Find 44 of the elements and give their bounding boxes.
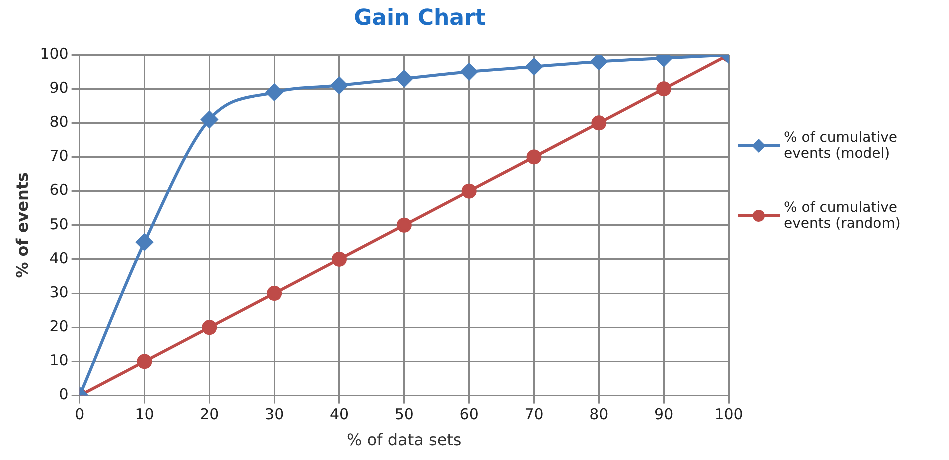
chart-title: Gain Chart: [353, 6, 487, 31]
point: [396, 218, 412, 233]
point: [460, 64, 478, 81]
x-tick-label: 20: [200, 406, 220, 424]
y-tick-label: 30: [50, 283, 69, 302]
y-tick-label: 60: [50, 181, 69, 200]
x-tick-label: 10: [135, 406, 154, 424]
x-axis-title: % of data sets: [347, 430, 462, 450]
x-tick-label: 30: [265, 406, 284, 424]
legend-label: % of cumulative events (model): [784, 130, 899, 162]
y-tick-label: 90: [50, 78, 69, 97]
x-tick-label: 40: [330, 406, 350, 424]
point: [526, 150, 542, 165]
point: [396, 70, 413, 88]
point: [137, 354, 152, 370]
x-tick-label: 70: [524, 406, 544, 424]
point: [656, 82, 672, 97]
point: [462, 184, 477, 199]
legend-label: % of cumulative events (random): [784, 200, 902, 232]
point: [136, 234, 154, 251]
point: [592, 116, 607, 131]
x-tick-label: 50: [394, 406, 414, 424]
x-tick-label: 60: [460, 406, 479, 424]
point: [267, 286, 282, 302]
point: [331, 77, 348, 94]
x-tick-label: 0: [75, 406, 85, 424]
y-tick-label: 20: [50, 318, 69, 336]
point: [201, 111, 218, 128]
point: [590, 55, 608, 70]
x-tick-label: 100: [714, 406, 744, 424]
x-tick-label: 80: [590, 406, 609, 424]
y-tick-label: 40: [50, 249, 69, 268]
y-tick-label: 50: [50, 215, 69, 234]
y-tick-label: 80: [50, 113, 69, 132]
y-tick-label: 10: [50, 352, 69, 370]
y-tick-label: 70: [50, 147, 69, 166]
point: [526, 58, 543, 76]
x-tick-label: 90: [654, 406, 674, 424]
point: [266, 84, 284, 101]
point: [332, 252, 347, 267]
y-tick-label: 0: [59, 386, 69, 404]
y-tick-label: 100: [40, 44, 69, 63]
y-axis-title: % of events: [12, 172, 32, 278]
point: [202, 320, 218, 336]
